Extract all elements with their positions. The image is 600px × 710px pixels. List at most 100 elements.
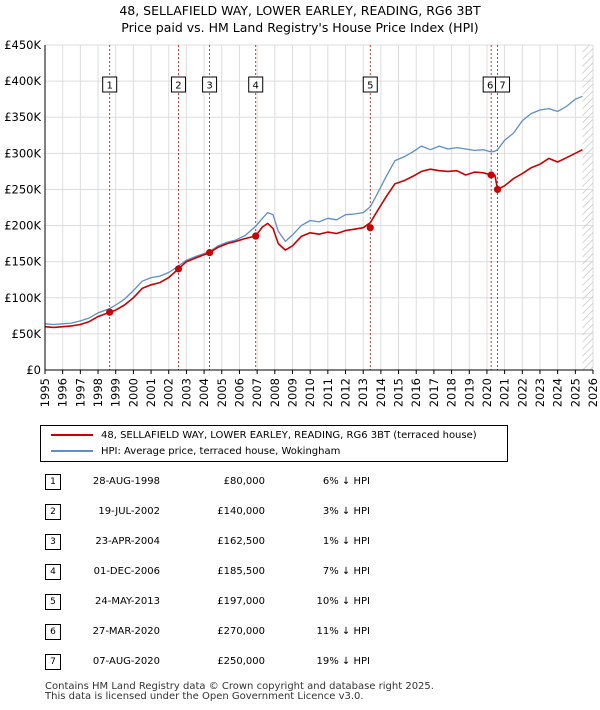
legend-swatch-price	[51, 434, 93, 436]
sale-number: 2	[45, 504, 61, 520]
sale-number: 3	[45, 534, 61, 550]
x-tick-label: 1995	[38, 378, 52, 407]
price-paid-line	[44, 148, 583, 329]
sale-hpi-diff: 19% ↓ HPI	[316, 656, 370, 667]
table-row: 6 27-MAR-2020 £270,000 11% ↓ HPI	[0, 622, 600, 642]
sale-number: 4	[45, 564, 61, 580]
footer: Contains HM Land Registry data © Crown c…	[45, 682, 434, 702]
chart-title: 48, SELLAFIELD WAY, LOWER EARLEY, READIN…	[0, 2, 600, 36]
table-row: 5 24-MAY-2013 £197,000 10% ↓ HPI	[0, 592, 600, 612]
sale-number: 6	[45, 624, 61, 640]
y-tick-label: £150K	[4, 255, 41, 269]
x-tick-label: 2010	[303, 378, 317, 407]
sale-point	[487, 171, 495, 179]
x-tick-label: 2014	[374, 378, 388, 407]
sale-price: £140,000	[217, 506, 265, 517]
x-tick-label: 2018	[445, 378, 459, 407]
sale-date: 27-MAR-2020	[92, 626, 160, 637]
legend: 48, SELLAFIELD WAY, LOWER EARLEY, READIN…	[40, 425, 508, 462]
x-tick-label: 2017	[427, 378, 441, 407]
sale-label-box	[202, 76, 218, 93]
sale-label: 1	[107, 81, 113, 92]
x-tick-label: 2020	[480, 378, 494, 407]
x-tick-label: 2009	[285, 378, 299, 407]
x-tick-label: 1999	[109, 378, 123, 407]
legend-label-price: 48, SELLAFIELD WAY, LOWER EARLEY, READIN…	[101, 430, 477, 441]
sale-label-box	[362, 76, 378, 93]
x-tick-label: 1997	[73, 378, 87, 407]
sale-number: 1	[45, 474, 61, 490]
legend-label-hpi: HPI: Average price, terraced house, Woki…	[101, 446, 341, 457]
sale-hpi-diff: 1% ↓ HPI	[322, 536, 370, 547]
sale-number: 5	[45, 594, 61, 610]
x-tick-label: 2016	[409, 378, 423, 407]
sale-label-box	[170, 76, 186, 93]
x-tick-label: 2015	[392, 378, 406, 407]
x-tick-label: 2013	[356, 378, 370, 407]
y-tick-label: £0	[26, 363, 41, 377]
sale-hpi-diff: 10% ↓ HPI	[316, 596, 370, 607]
legend-item-price: 48, SELLAFIELD WAY, LOWER EARLEY, READIN…	[51, 428, 477, 444]
y-tick-label: £250K	[4, 182, 41, 196]
sale-price: £250,000	[217, 656, 265, 667]
forecast-hatch-area	[582, 45, 593, 370]
sale-hpi-diff: 6% ↓ HPI	[322, 476, 370, 487]
sale-price: £185,500	[217, 566, 265, 577]
table-row: 1 28-AUG-1998 £80,000 6% ↓ HPI	[0, 472, 600, 492]
sale-markers	[109, 45, 498, 370]
forecast-hatch	[582, 45, 593, 370]
sale-number: 7	[45, 654, 61, 670]
hpi-line	[44, 95, 583, 326]
table-row: 4 01-DEC-2006 £185,500 7% ↓ HPI	[0, 562, 600, 582]
sale-label: 4	[253, 81, 259, 92]
sale-date: 01-DEC-2006	[93, 566, 160, 577]
sale-label: 6	[487, 81, 493, 92]
legend-item-hpi: HPI: Average price, terraced house, Woki…	[51, 444, 340, 460]
x-tick-label: 2011	[321, 378, 335, 407]
footer-copyright: Contains HM Land Registry data © Crown c…	[45, 681, 434, 692]
sale-hpi-diff: 3% ↓ HPI	[322, 506, 370, 517]
sale-price: £197,000	[217, 596, 265, 607]
y-tick-label: £300K	[4, 146, 41, 160]
sale-label-box	[495, 76, 511, 93]
x-tick-label: 2024	[551, 378, 565, 407]
sale-label: 2	[175, 81, 181, 92]
x-tick-label: 2022	[515, 378, 529, 407]
y-tick-label: £50K	[12, 327, 42, 341]
sale-label: 7	[499, 81, 505, 92]
x-tick-label: 2012	[339, 378, 353, 407]
y-tick-label: £450K	[4, 40, 41, 52]
sale-price: £80,000	[223, 476, 265, 487]
x-tick-label: 2008	[268, 378, 282, 407]
grid	[44, 44, 594, 371]
sale-price: £270,000	[217, 626, 265, 637]
table-row: 3 23-APR-2004 £162,500 1% ↓ HPI	[0, 532, 600, 552]
x-tick-label: 2023	[533, 378, 547, 407]
x-tick-label: 2002	[162, 378, 176, 407]
sale-label-box	[102, 76, 118, 93]
x-tick-label: 2003	[179, 378, 193, 407]
x-tick-label: 1998	[91, 378, 105, 407]
sale-hpi-diff: 7% ↓ HPI	[322, 566, 370, 577]
x-tick-label: 2026	[586, 378, 600, 407]
title-line-1: 48, SELLAFIELD WAY, LOWER EARLEY, READIN…	[119, 3, 481, 18]
sale-hpi-diff: 11% ↓ HPI	[316, 626, 370, 637]
x-tick-label: 2004	[197, 378, 211, 407]
series-lines	[44, 95, 583, 329]
sale-point	[252, 232, 260, 240]
sale-date: 24-MAY-2013	[94, 596, 160, 607]
sale-date: 07-AUG-2020	[92, 656, 160, 667]
footer-licence: This data is licensed under the Open Gov…	[45, 691, 364, 702]
axes: £0 £50K £100K £150K £200K £250K £300K £350K £400…	[4, 40, 600, 407]
title-line-2: Price paid vs. HM Land Registry's House …	[121, 20, 479, 35]
sale-date: 23-APR-2004	[95, 536, 160, 547]
sale-date: 19-JUL-2002	[98, 506, 160, 517]
sale-date: 28-AUG-1998	[92, 476, 160, 487]
x-tick-label: 2000	[126, 378, 140, 407]
sale-label-box	[248, 76, 264, 93]
sale-point	[174, 265, 183, 273]
x-tick-label: 2006	[232, 378, 246, 407]
table-row: 7 07-AUG-2020 £250,000 19% ↓ HPI	[0, 652, 600, 672]
